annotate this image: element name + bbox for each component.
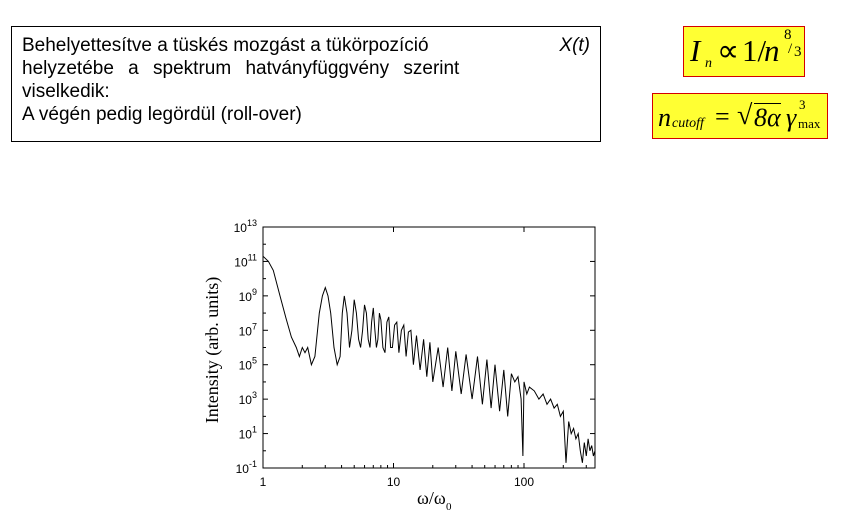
text-line-1-var: X(t) [559, 35, 590, 56]
x-axis-title-sub: 0 [446, 501, 452, 513]
y-tick-label: 109 [239, 287, 257, 304]
text-line-3: viselkedik: [22, 81, 110, 102]
formula2-radicand: 8α [754, 103, 781, 132]
explanation-textbox: Behelyettesítve a tüskés mozgást a tükör… [11, 26, 601, 142]
y-tick-label: 105 [239, 356, 257, 373]
y-tick-label: 101 [239, 425, 257, 442]
y-tick-label: 1013 [234, 218, 257, 235]
text-line-2: helyzetébe a spektrum hatványfüggvény sz… [22, 58, 460, 79]
text-line-4: A végén pedig legördül (roll-over) [22, 104, 302, 125]
y-tick-label: 107 [239, 321, 257, 338]
tick-label-layer: 1013 1011 109 107 105 103 101 10-11 10 100 [234, 218, 535, 489]
formula2-lhs: n [658, 103, 671, 132]
formula2-eq: = [715, 102, 730, 131]
y-tick-label: 10-1 [236, 459, 257, 476]
formula1-lhs: I [690, 33, 701, 68]
formula1-lhs-sub: n [705, 56, 712, 71]
intensity-formula: I n ∝ 1/ n 8 / 3 [683, 26, 805, 77]
formula1-var: n [764, 33, 780, 68]
formula1-exp-slash: / [788, 41, 793, 57]
x-tick-label: 1 [260, 475, 267, 489]
text-line-1-main: Behelyettesítve a tüskés mozgást a tükör… [22, 35, 429, 56]
y-tick-label: 1011 [234, 252, 257, 269]
y-tick-label: 103 [239, 390, 257, 407]
formula2-lhs-sub: cutoff [672, 116, 704, 131]
formula1-prop: ∝ [717, 33, 740, 68]
spectrum-series-line [262, 255, 596, 463]
formula2-sqrt: √ [737, 100, 753, 131]
y-axis-title: Intensity (arb. units) [202, 277, 223, 423]
formula2-gamma-sub: max [798, 116, 821, 131]
cutoff-formula: n cutoff = √ 8α γ 3 max [652, 93, 828, 139]
formula1-exp-den: 3 [794, 44, 802, 60]
formula2-gamma-sup: 3 [799, 97, 806, 112]
text-line-1: Behelyettesítve a tüskés mozgást a tükör… [22, 34, 590, 57]
x-tick-label: 100 [514, 475, 534, 489]
formula1-one-over: 1/ [742, 33, 767, 68]
tick-layer [262, 226, 595, 469]
x-axis-title: ω/ω [417, 488, 446, 508]
x-tick-label: 10 [387, 475, 401, 489]
formula2-gamma: γ [786, 103, 797, 132]
formula1-exp-num: 8 [784, 27, 792, 43]
